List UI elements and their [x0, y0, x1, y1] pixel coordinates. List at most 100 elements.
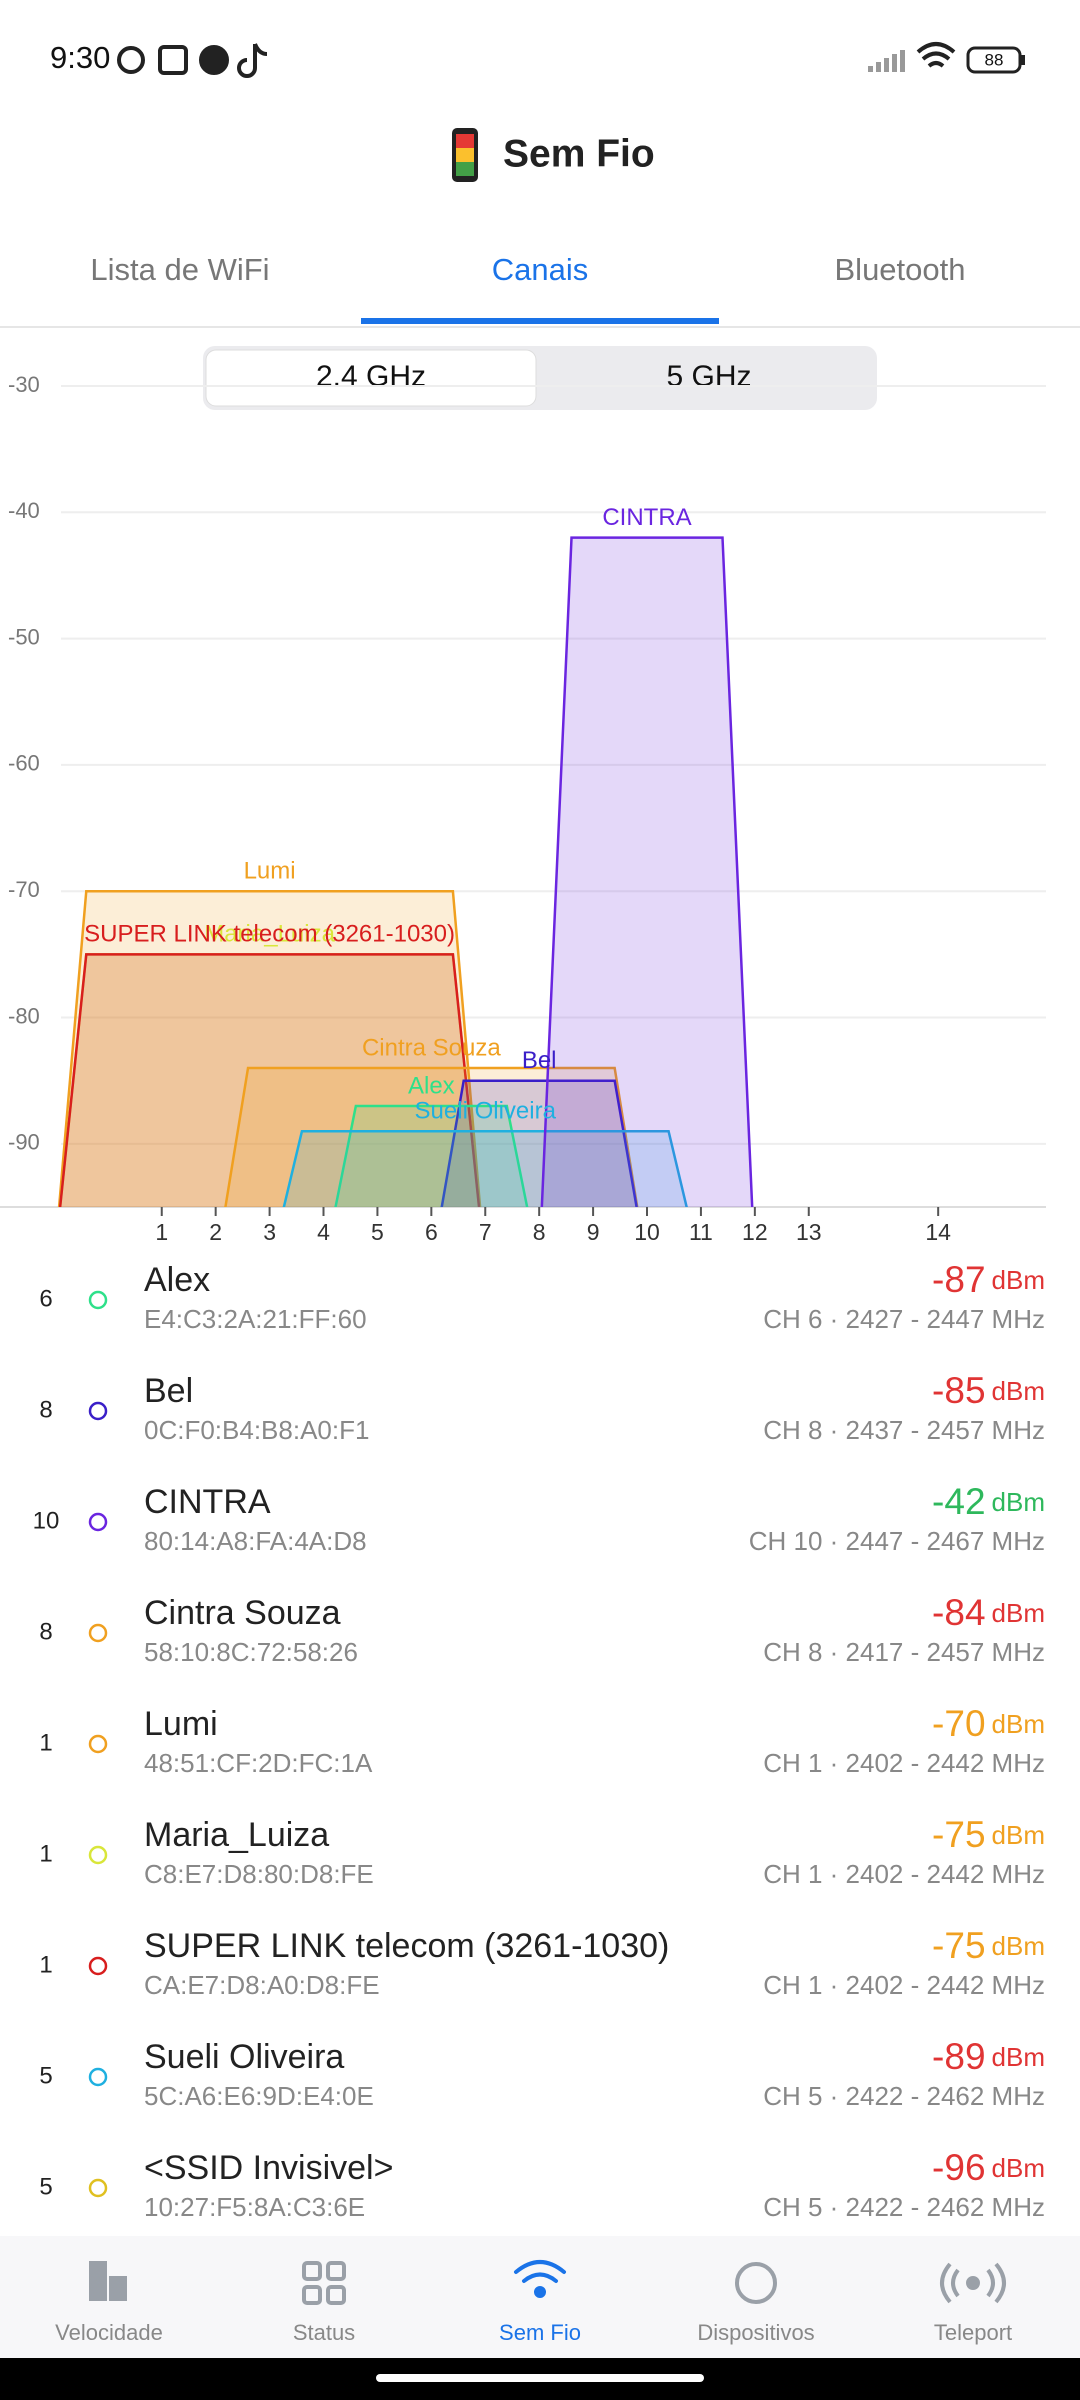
- y-tick-label: -90: [8, 1130, 40, 1155]
- home-indicator: [376, 2374, 704, 2382]
- series-label: Maria_Luiza: [204, 921, 335, 948]
- band-options: 2.4 GHz 5 GHz: [205, 349, 752, 407]
- network-mac: 5C:A6:E6:9D:E4:0E: [144, 2081, 374, 2111]
- network-shape: [440, 1079, 638, 1207]
- network-name[interactable]: CINTRA: [144, 1483, 271, 1521]
- nav-icons: [89, 2260, 1006, 2305]
- network-name[interactable]: Sueli Oliveira: [144, 2038, 344, 2076]
- channel-number: 1: [39, 1729, 52, 1756]
- network-band: CH 6 · 2427 - 2447 MHz: [763, 1304, 1045, 1334]
- signal: -70 dBm: [932, 1703, 1045, 1744]
- band-option[interactable]: 5 GHz: [666, 360, 751, 393]
- network-color: [88, 1290, 108, 1310]
- signal: -75 dBm: [932, 1814, 1045, 1855]
- nav-label[interactable]: Status: [293, 2320, 355, 2345]
- network-mac: 10:27:F5:8A:C3:6E: [144, 2192, 365, 2222]
- x-tick-label: 13: [796, 1219, 822, 1245]
- y-tick-label: -60: [8, 751, 40, 776]
- nav-label[interactable]: Teleport: [934, 2320, 1012, 2345]
- network-shape: [540, 536, 754, 1207]
- tab[interactable]: Bluetooth: [835, 252, 966, 287]
- network-color: [88, 2178, 108, 2198]
- signal-unit: dBm: [992, 1820, 1045, 1850]
- nav-label[interactable]: Sem Fio: [499, 2320, 581, 2345]
- network-band: CH 5 · 2422 - 2462 MHz: [763, 2081, 1045, 2111]
- signal-value: -84: [932, 1592, 985, 1633]
- channel-number: 6: [39, 1285, 52, 1312]
- y-tick-label: -80: [8, 1003, 40, 1028]
- tab[interactable]: Canais: [492, 252, 589, 287]
- x-tick-label: 1: [155, 1219, 168, 1245]
- network-color: [88, 1623, 108, 1643]
- signal-value: -75: [932, 1925, 985, 1966]
- network-band: CH 8 · 2437 - 2457 MHz: [763, 1415, 1045, 1445]
- signal-unit: dBm: [992, 2153, 1045, 2183]
- signal-unit: dBm: [992, 1487, 1045, 1517]
- network-name[interactable]: <SSID Invisivel>: [144, 2149, 393, 2187]
- network-name[interactable]: Maria_Luiza: [144, 1816, 329, 1854]
- signal-value: -85: [932, 1370, 985, 1411]
- band-option[interactable]: 2.4 GHz: [316, 360, 426, 393]
- network-color: [88, 1956, 108, 1976]
- tab[interactable]: Lista de WiFi: [90, 252, 269, 287]
- nav-label[interactable]: Velocidade: [55, 2320, 163, 2345]
- signal: -96 dBm: [932, 2147, 1045, 2188]
- x-tick-label: 14: [925, 1219, 951, 1245]
- network-mac: E4:C3:2A:21:FF:60: [144, 1304, 367, 1334]
- band-selected: [205, 349, 537, 407]
- network-shape: [58, 953, 481, 1207]
- x-tick-label: 10: [634, 1219, 660, 1245]
- wifi-icon: [916, 42, 956, 68]
- x-tick-label: 5: [371, 1219, 384, 1245]
- signal: -85 dBm: [932, 1370, 1045, 1411]
- tab-indicator: [361, 318, 719, 324]
- battery-icon: [966, 46, 1022, 74]
- network-color: [88, 1845, 108, 1865]
- signal-unit: dBm: [992, 1265, 1045, 1295]
- network-name[interactable]: Alex: [144, 1261, 210, 1299]
- network-name[interactable]: SUPER LINK telecom (3261-1030): [144, 1927, 669, 1965]
- network-band: CH 10 · 2447 - 2467 MHz: [749, 1526, 1045, 1556]
- channel-number: 8: [39, 1396, 52, 1423]
- series-label: Alex: [408, 1072, 455, 1099]
- status-time: 9:30: [50, 40, 110, 75]
- app-icon: [452, 128, 478, 182]
- series-label: SUPER LINK telecom (3261-1030): [84, 921, 455, 948]
- network-band: CH 1 · 2402 - 2442 MHz: [763, 1859, 1045, 1889]
- signal-value: -70: [932, 1703, 985, 1744]
- signal-icon: [868, 50, 905, 72]
- network-color: [88, 1734, 108, 1754]
- network-color: [88, 1401, 108, 1421]
- network-shape: [57, 889, 482, 1207]
- nav-label[interactable]: Dispositivos: [697, 2320, 814, 2345]
- y-tick-label: -40: [8, 498, 40, 523]
- channel-chart: -30-40-50-60-70-80-901 2 3 4 5 6 7 8 9 10 11 12 13 14…: [0, 372, 1046, 1245]
- signal: -42 dBm: [932, 1481, 1045, 1522]
- y-tick-label: -30: [8, 372, 40, 397]
- signal: -87 dBm: [932, 1259, 1045, 1300]
- network-mac: 58:10:8C:72:58:26: [144, 1637, 358, 1667]
- network-name[interactable]: Cintra Souza: [144, 1594, 341, 1632]
- network-mac: C8:E7:D8:80:D8:FE: [144, 1859, 374, 1889]
- x-tick-label: 11: [689, 1219, 713, 1245]
- network-name[interactable]: Lumi: [144, 1705, 218, 1743]
- signal-unit: dBm: [992, 1376, 1045, 1406]
- network-mac: 48:51:CF:2D:FC:1A: [144, 1748, 373, 1778]
- signal-value: -87: [932, 1259, 985, 1300]
- status-icons: [117, 43, 268, 78]
- signal-value: -96: [932, 2147, 985, 2188]
- nav-labels: Velocidade Status Sem Fio Dispositivos Telep…: [55, 2320, 1012, 2345]
- network-name[interactable]: Bel: [144, 1372, 193, 1410]
- signal-value: -89: [932, 2036, 985, 2077]
- signal-value: -75: [932, 1814, 985, 1855]
- series-label: Sueli Oliveira: [415, 1098, 557, 1125]
- channel-number: 5: [39, 2173, 52, 2200]
- tab-divider: [0, 326, 1080, 328]
- x-tick-label: 6: [425, 1219, 438, 1245]
- network-color: [88, 2067, 108, 2087]
- network-band: CH 5 · 2422 - 2462 MHz: [763, 2192, 1045, 2222]
- y-tick-label: -50: [8, 624, 40, 649]
- x-tick-label: 12: [742, 1219, 768, 1245]
- network-color: [88, 1512, 108, 1532]
